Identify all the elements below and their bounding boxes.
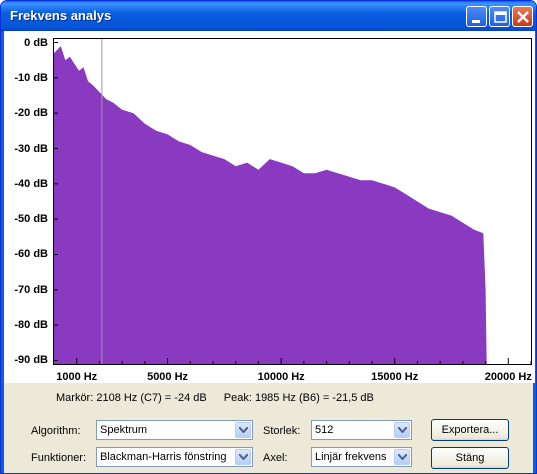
dropdown-arrow-button[interactable] bbox=[235, 449, 251, 465]
algorithm-select[interactable]: Spektrum bbox=[96, 420, 253, 440]
y-tick-label: -20 dB bbox=[14, 107, 48, 120]
y-tick-label: -10 dB bbox=[14, 71, 48, 84]
y-tick-label: -80 dB bbox=[14, 319, 48, 332]
window-frame-left bbox=[1, 31, 4, 473]
y-tick-label: -50 dB bbox=[14, 213, 48, 226]
minimize-icon bbox=[472, 20, 480, 23]
plot-frame[interactable] bbox=[53, 38, 532, 365]
spectrum-plot[interactable] bbox=[54, 39, 531, 364]
y-tick-label: -60 dB bbox=[14, 248, 48, 261]
export-button[interactable]: Exportera... bbox=[431, 419, 509, 441]
algorithm-value: Spektrum bbox=[100, 424, 148, 436]
functions-value: Blackman-Harris fönstring bbox=[100, 451, 227, 463]
size-value: 512 bbox=[315, 424, 334, 436]
size-label: Storlek: bbox=[263, 425, 301, 437]
x-tick-label: 1000 Hz bbox=[56, 371, 98, 383]
dropdown-arrow-button[interactable] bbox=[394, 449, 410, 465]
y-tick-label: 0 dB bbox=[24, 36, 48, 49]
y-tick-label: -90 dB bbox=[14, 354, 48, 367]
x-tick-label: 5000 Hz bbox=[147, 371, 189, 383]
functions-select[interactable]: Blackman-Harris fönstring bbox=[96, 447, 253, 467]
x-tick-label: 10000 Hz bbox=[257, 371, 305, 383]
marker-readout: Markör: 2108 Hz (C7) = -24 dB bbox=[56, 392, 207, 404]
close-icon bbox=[517, 11, 529, 23]
algorithm-label: Algorithm: bbox=[31, 425, 81, 437]
chevron-down-icon bbox=[239, 454, 248, 460]
close-button[interactable]: Stäng bbox=[431, 447, 509, 469]
y-tick-label: -70 dB bbox=[14, 283, 48, 296]
y-tick-label: -40 dB bbox=[14, 177, 48, 190]
chevron-down-icon bbox=[239, 427, 248, 433]
spectrum-area bbox=[54, 46, 487, 364]
x-tick-label: 15000 Hz bbox=[371, 371, 419, 383]
maximize-button[interactable] bbox=[489, 6, 510, 27]
dropdown-arrow-button[interactable] bbox=[235, 422, 251, 438]
minimize-button[interactable] bbox=[466, 6, 487, 27]
axis-value: Linjär frekvens bbox=[315, 451, 387, 463]
spectrum-chart: 0 dB -10 dB -20 dB -30 dB -40 dB -50 dB -60 dB… bbox=[4, 31, 535, 383]
x-tick-label: 20000 Hz bbox=[484, 371, 532, 383]
close-window-button[interactable] bbox=[512, 6, 533, 27]
axis-select[interactable]: Linjär frekvens bbox=[311, 447, 412, 467]
size-select[interactable]: 512 bbox=[311, 420, 412, 440]
peak-readout: Peak: 1985 Hz (B6) = -21,5 dB bbox=[223, 392, 374, 404]
window-title: Frekvens analys bbox=[10, 8, 112, 23]
y-tick-label: -30 dB bbox=[14, 142, 48, 155]
maximize-icon bbox=[494, 11, 507, 23]
functions-label: Funktioner: bbox=[31, 452, 87, 464]
title-bar[interactable]: Frekvens analys bbox=[1, 1, 536, 31]
chevron-down-icon bbox=[398, 427, 407, 433]
chevron-down-icon bbox=[398, 454, 407, 460]
status-line: Markör: 2108 Hz (C7) = -24 dB Peak: 1985… bbox=[56, 392, 388, 404]
dropdown-arrow-button[interactable] bbox=[394, 422, 410, 438]
axis-label: Axel: bbox=[263, 452, 288, 464]
